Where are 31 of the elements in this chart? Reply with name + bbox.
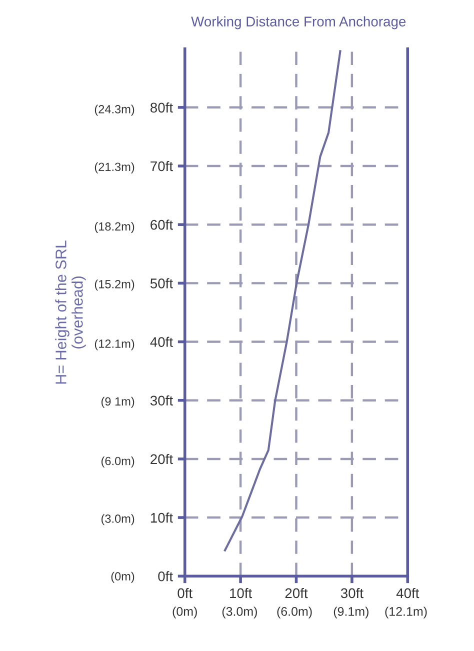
y2-tick-label: (24.3m) xyxy=(94,104,134,116)
y2-tick-label: (6.0m) xyxy=(101,456,134,468)
x-tick-label: 20ft xyxy=(285,588,308,598)
y2-tick-label: (21.3m) xyxy=(94,162,134,174)
y-tick-label: 30ft xyxy=(150,395,173,406)
y-tick-label: 70ft xyxy=(150,160,173,172)
y2-tick-label: (12.1m) xyxy=(94,339,134,350)
y2-tick-label: (18.2m) xyxy=(94,222,134,233)
y-tick-label: 60ft xyxy=(150,220,173,230)
line-series xyxy=(224,50,342,552)
x2-tick-label: (12.1m) xyxy=(385,606,427,618)
y2-tick-label: (9 1m) xyxy=(101,396,134,408)
x2-tick-label: (3.0m) xyxy=(222,606,257,618)
y2-tick-label: (0m) xyxy=(111,572,134,583)
x-tick-label: 0ft xyxy=(178,588,192,598)
y-tick-label: 0ft xyxy=(158,571,173,582)
x2-tick-label: (0m) xyxy=(172,606,197,618)
x-tick-label: 40ft xyxy=(396,588,420,598)
chart-title: Working Distance From Anchorage xyxy=(191,16,406,30)
y2-tick-label: (15.2m) xyxy=(94,280,134,291)
x2-tick-label: (6.0m) xyxy=(277,606,312,618)
y-tick-label: 10ft xyxy=(150,512,173,523)
y2-axis-title: H= Height of the SRL (overhead) xyxy=(55,240,86,384)
y-tick-label: 40ft xyxy=(150,336,173,347)
y-tick-label: 50ft xyxy=(150,278,173,288)
y2-tick-label: (3.0m) xyxy=(101,514,134,526)
y-tick-label: 20ft xyxy=(150,454,173,464)
x-tick-label: 10ft xyxy=(230,588,252,598)
x-tick-label: 30ft xyxy=(340,588,364,598)
y-tick-label: 80ft xyxy=(150,102,173,113)
x2-tick-label: (9.1m) xyxy=(334,606,368,618)
